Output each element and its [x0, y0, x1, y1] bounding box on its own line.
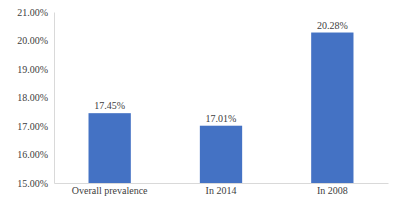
y-axis-line: [54, 13, 55, 184]
bars: [89, 33, 354, 183]
data-label: 17.01%: [206, 113, 237, 124]
y-tick-label: 17.00%: [17, 121, 48, 132]
y-tick-label: 18.00%: [17, 92, 48, 103]
y-tick: 20.00%: [17, 35, 54, 46]
y-tick-label: 21.00%: [17, 7, 48, 18]
x-tick-label: In 2014: [206, 185, 237, 196]
y-tick: 15.00%: [17, 178, 54, 189]
data-labels: 17.45% 17.01% 20.28%: [94, 20, 348, 124]
y-tick-label: 16.00%: [17, 149, 48, 160]
y-tick: 18.00%: [17, 92, 54, 103]
y-tick-label: 20.00%: [17, 35, 48, 46]
x-tick: In 2014: [206, 185, 237, 196]
plot: 15.00% 16.00% 17.00% 18.00% 19.00% 20.00% 21.0…: [17, 7, 388, 196]
x-tick: In 2008: [317, 185, 348, 196]
y-tick-label: 15.00%: [17, 178, 48, 189]
data-label: 17.45%: [94, 100, 125, 111]
data-label: 20.28%: [317, 20, 348, 31]
chart: 15.00% 16.00% 17.00% 18.00% 19.00% 20.00% 21.0…: [0, 0, 400, 200]
x-tick: Overall prevalence: [72, 185, 148, 196]
bar: [311, 33, 353, 183]
y-tick: 19.00%: [17, 64, 54, 75]
bar: [200, 126, 242, 183]
x-axis-line: [55, 183, 389, 184]
y-axis: 15.00% 16.00% 17.00% 18.00% 19.00% 20.00% 21.0…: [17, 7, 54, 189]
y-tick: 16.00%: [17, 149, 54, 160]
y-tick: 17.00%: [17, 121, 54, 132]
bar: [89, 113, 131, 183]
x-tick-label: In 2008: [317, 185, 348, 196]
y-tick: 21.00%: [17, 7, 54, 18]
y-tick-label: 19.00%: [17, 64, 48, 75]
x-tick-label: Overall prevalence: [72, 185, 148, 196]
x-axis: Overall prevalence In 2014 In 2008: [55, 184, 389, 197]
